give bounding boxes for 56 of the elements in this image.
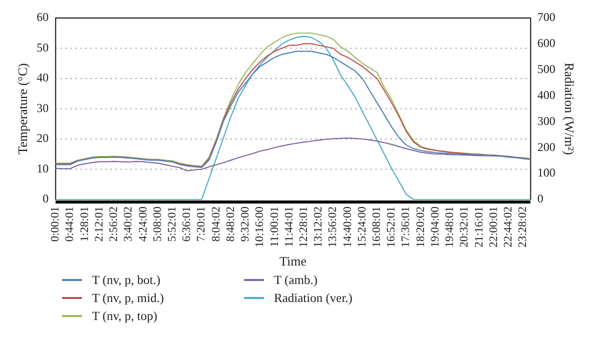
y-tick-label: 20 [36,131,49,146]
y-tick-label: 10 [36,161,49,176]
x-tick-label: 5:08:00 [152,206,164,242]
x-tick-label: 16:08:01 [371,206,384,248]
y-tick-label: 60 [36,10,49,24]
y2-tick-label: 600 [537,36,556,50]
x-tick-label: 23:28:02 [517,206,530,248]
x-tick-label: 11:00:01 [268,206,281,247]
y-tick-label: 0 [42,192,49,206]
x-tick-label: 14:40:00 [342,206,354,248]
legend-label: Radiation (ver.) [274,290,352,306]
x-tick-label: 7:20:01 [196,206,208,242]
x-tick-label: 19:48:01 [444,206,456,248]
x-tick-label: 22:44:02 [502,206,514,248]
y2-tick-label: 200 [537,140,556,154]
x-tick-label: 3:40:02 [122,206,135,242]
x-tick-label: 2:56:02 [108,206,120,242]
x-tick-label: 16:52:01 [386,206,398,248]
x-tick-label: 10:16:00 [254,206,266,248]
x-tick-label: 1:28:01 [78,206,91,242]
y2-tick-label: 500 [537,62,556,76]
x-tick-label: 18:20:02 [414,206,427,248]
x-tick-label: 6:36:01 [181,206,194,242]
x-axis-title: Time [280,254,307,269]
y2-tick-label: 100 [537,166,556,180]
y2-tick-label: 300 [537,114,556,128]
y2-tick-label: 700 [537,10,556,24]
x-tick-label: 2:12:01 [93,206,106,242]
x-tick-label: 21:16:01 [473,206,486,248]
x-tick-label: 9:32:00 [240,206,252,242]
x-tick-label: 0:44:01 [64,206,76,242]
y2-tick-label: 400 [537,88,556,102]
y-tick-label: 30 [36,100,49,115]
x-tick-label: 20:32:01 [458,206,471,248]
x-tick-label: 0:00:01 [50,206,62,242]
legend-label: T (nv, p, bot.) [92,272,160,288]
x-tick-label: 5:52:01 [166,206,178,242]
x-tick-label: 15:24:00 [356,206,368,248]
y-tick-label: 40 [36,70,49,85]
x-tick-label: 19:04:00 [429,206,442,248]
x-tick-label: 8:04:02 [210,206,222,242]
x-tick-label: 13:12:02 [312,206,325,248]
y-axis-title: Temperature (°C) [15,63,30,154]
legend-label: T (nv, p, mid.) [92,290,164,306]
x-tick-label: 17:36:01 [400,206,412,248]
y2-axis-title: Radiation (W/m²) [562,62,577,155]
x-tick-label: 4:24:00 [137,206,150,242]
x-tick-label: 13:56:02 [327,206,340,248]
x-tick-label: 8:48:02 [224,206,237,242]
y2-tick-label: 0 [537,192,544,206]
legend-label: T (nv, p, top) [92,308,158,324]
legend-label: T (amb.) [274,272,318,288]
x-tick-label: 11:44:01 [283,206,296,247]
x-tick-label: 22:00:01 [488,206,500,248]
y-tick-label: 50 [36,40,49,54]
x-tick-label: 12:28:01 [298,206,310,248]
